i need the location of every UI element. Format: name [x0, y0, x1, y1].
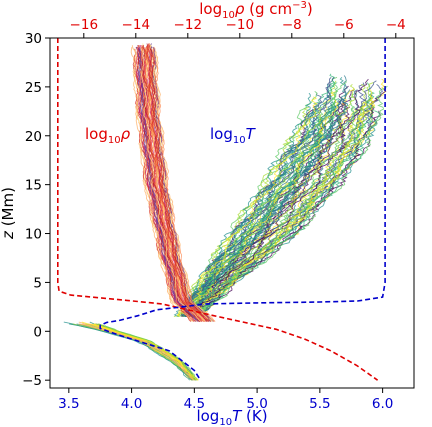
y-tick-label: −5: [22, 373, 42, 389]
profile-line: [192, 85, 388, 318]
y-tick-label: 10: [25, 227, 42, 243]
profile-line: [90, 325, 195, 381]
x-bottom-tick-label: 3.5: [58, 396, 79, 412]
x-bottom-tick-label: 4.0: [121, 396, 142, 412]
profile-line: [135, 45, 198, 322]
profile-line: [85, 323, 194, 381]
profile-line: [151, 46, 211, 322]
y-axis: −5 0 5 10 15 20 25 30: [22, 31, 50, 389]
x-top-tick-label: −8: [282, 17, 302, 33]
profile-line: [91, 323, 197, 381]
profile-line: [143, 46, 202, 322]
log-rho-annotation: log10ρ: [85, 125, 131, 146]
profile-line: [69, 323, 194, 381]
profile-line: [173, 106, 310, 318]
profile-line: [187, 89, 355, 318]
profile-line: [139, 45, 200, 322]
profile-line: [146, 45, 210, 322]
reference-series-line: [99, 38, 386, 381]
profile-line: [152, 48, 216, 322]
profile-line: [78, 323, 194, 381]
x-top-tick-label: −16: [70, 17, 99, 33]
log-t-annotation: log10T: [210, 125, 257, 146]
bottom-axis: 3.5 4.0 4.5 5.0 5.5 6.0: [58, 388, 393, 412]
y-axis-title: z (Mm): [0, 187, 17, 240]
profile-line: [76, 323, 194, 381]
plot-frame: [49, 37, 415, 389]
x-bottom-axis-title: log10T (K): [196, 407, 267, 427]
series-layer: [57, 38, 386, 381]
profile-line: [184, 77, 335, 317]
x-bottom-tick-label: 4.5: [184, 396, 205, 412]
profile-line: [149, 48, 212, 322]
profile-line: [79, 323, 192, 381]
profile-line: [97, 323, 196, 381]
profile-line: [140, 46, 202, 322]
y-tick-label: 15: [25, 178, 42, 194]
profile-line: [85, 325, 194, 381]
top-axis: −16 −14 −12 −10 −8 −6 −4: [70, 17, 406, 38]
profile-line: [78, 321, 194, 381]
reference-series-line: [57, 38, 379, 381]
x-top-tick-label: −6: [334, 17, 354, 33]
y-tick-label: 25: [25, 80, 42, 96]
x-bottom-tick-label: 5.0: [246, 396, 267, 412]
profile-line: [82, 325, 194, 381]
y-tick-label: 30: [25, 31, 42, 47]
y-tick-label: 5: [33, 275, 42, 291]
profile-line: [182, 80, 347, 317]
x-top-tick-label: −10: [226, 17, 255, 33]
profile-line: [187, 101, 333, 317]
profile-line: [177, 106, 323, 317]
profile-line: [192, 110, 381, 318]
profile-line: [192, 106, 357, 317]
profile-line: [72, 323, 192, 381]
x-bottom-tick-label: 6.0: [372, 396, 393, 412]
profile-line: [177, 110, 308, 317]
y-tick-label: 0: [33, 324, 42, 340]
profile-line: [184, 76, 339, 317]
profile-line: [68, 323, 193, 381]
profile-line: [63, 321, 190, 381]
profile-line: [185, 98, 349, 317]
profile-line: [187, 78, 369, 318]
profile-line: [184, 100, 339, 317]
profile-line: [143, 48, 206, 322]
x-top-tick-label: −12: [174, 17, 203, 33]
x-bottom-tick-label: 5.5: [309, 396, 330, 412]
profile-line: [147, 48, 207, 322]
simulation-profile-bundles: [63, 43, 388, 381]
profile-line: [81, 321, 194, 381]
profile-line: [194, 82, 375, 317]
profile-line: [146, 43, 210, 322]
profile-line: [130, 46, 195, 322]
profile-line: [153, 46, 216, 322]
profile-line: [141, 45, 201, 322]
profile-line: [135, 46, 199, 322]
y-tick-label: 20: [25, 129, 42, 145]
x-top-axis-title: log10ρ (g cm−3): [199, 0, 313, 21]
profile-line: [181, 93, 323, 318]
x-top-tick-label: −14: [122, 17, 151, 33]
profile-line: [181, 110, 315, 318]
profile-line: [82, 323, 193, 381]
x-top-tick-label: −4: [386, 17, 406, 33]
profile-line: [176, 96, 318, 317]
profile-line: [88, 323, 195, 381]
